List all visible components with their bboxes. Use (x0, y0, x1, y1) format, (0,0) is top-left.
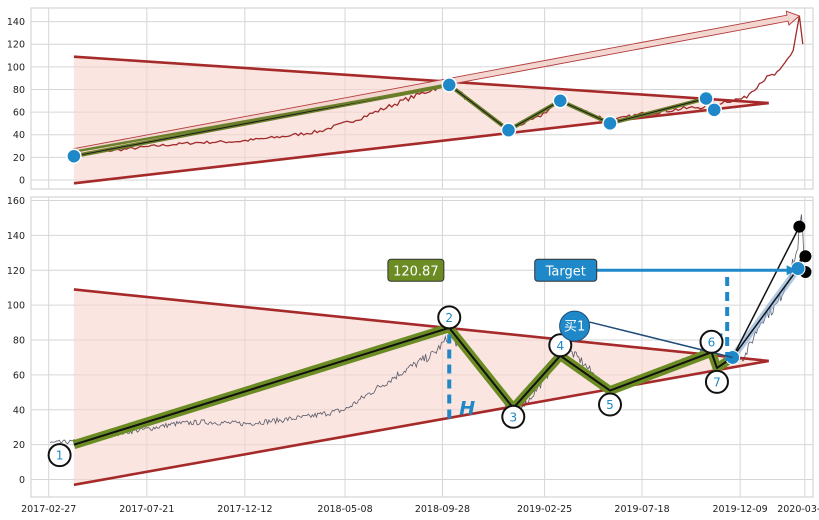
pattern-point-circle (699, 329, 724, 354)
y-tick-label: 80 (13, 85, 25, 96)
y-tick-label: 0 (19, 175, 25, 186)
triangle-lower-line (73, 359, 769, 487)
pattern-point-marker (66, 148, 82, 164)
x-tick-label: 2017-12-12 (217, 504, 272, 515)
pattern-point-label: 7 (713, 375, 721, 389)
pattern-point-circle (47, 443, 72, 468)
pattern-point-circle (704, 369, 729, 394)
pattern-point-label: 3 (509, 410, 517, 424)
pattern-point-marker (500, 122, 517, 138)
pattern-point-label: 2 (445, 311, 453, 325)
y-tick-label: 140 (7, 231, 25, 242)
pattern-path-inner (73, 326, 734, 446)
x-tick-label: 2019-12-09 (713, 504, 768, 515)
y-tick-label: 40 (13, 130, 25, 141)
pattern-point-label: 5 (606, 398, 614, 412)
pattern-point-marker (602, 115, 618, 132)
y-tick-label: 0 (19, 475, 25, 486)
x-tick-label: 2017-07-21 (119, 504, 174, 515)
pattern-point-circle (437, 305, 462, 330)
x-tick-label: 2017-02-27 (21, 504, 76, 515)
buy-annotation-label: 买1 (564, 320, 585, 335)
target-annotation-label: Target (545, 264, 586, 279)
x-tick-label: 2019-02-25 (517, 504, 572, 515)
price-annotation-box (387, 258, 445, 282)
x-tick-label: 2019-07-18 (614, 504, 669, 515)
h-measure-label: H (459, 398, 475, 420)
y-tick-label: 120 (7, 266, 25, 277)
x-tick-label: 2020-03-13 (777, 504, 819, 515)
pattern-point-marker (552, 93, 569, 109)
pattern-leg-line (73, 83, 450, 153)
triangle-area (73, 56, 769, 184)
y-tick-label: 160 (7, 196, 25, 207)
breakout-black-dot (793, 220, 806, 233)
y-tick-label: 120 (7, 40, 25, 51)
pattern-point-marker (706, 102, 722, 118)
pattern-point-circle (548, 333, 573, 358)
y-tick-label: 60 (13, 108, 25, 119)
y-tick-label: 140 (7, 17, 25, 28)
y-tick-label: 100 (7, 301, 25, 312)
pattern-point-circle (501, 404, 526, 429)
pattern-point-label: 6 (708, 335, 716, 349)
y-tick-label: 60 (13, 370, 25, 381)
triangle-upper-line (73, 288, 769, 363)
breakout-black-dot (799, 250, 812, 263)
pattern-point-label: 4 (556, 339, 564, 353)
pattern-point-label: 1 (56, 449, 64, 463)
pattern-point-circle (598, 392, 623, 417)
target-annotation-box (534, 258, 598, 282)
triangle-lower-line (73, 101, 769, 185)
y-tick-label: 80 (13, 336, 25, 347)
pattern-point-marker (441, 77, 457, 93)
x-tick-label: 2018-05-08 (317, 504, 372, 515)
y-tick-label: 40 (13, 405, 25, 416)
y-tick-label: 100 (7, 62, 25, 73)
breakout-line (732, 268, 799, 358)
y-tick-label: 20 (13, 153, 25, 164)
price-annotation-label: 120.87 (393, 264, 439, 279)
buy-annotation-circle (559, 310, 591, 342)
pattern-point-marker (698, 90, 714, 107)
y-tick-label: 20 (13, 440, 25, 451)
triangle-upper-line (73, 55, 769, 105)
x-tick-label: 2018-09-28 (415, 504, 470, 515)
target-arrowhead (786, 265, 797, 276)
triangle-area (73, 289, 769, 485)
